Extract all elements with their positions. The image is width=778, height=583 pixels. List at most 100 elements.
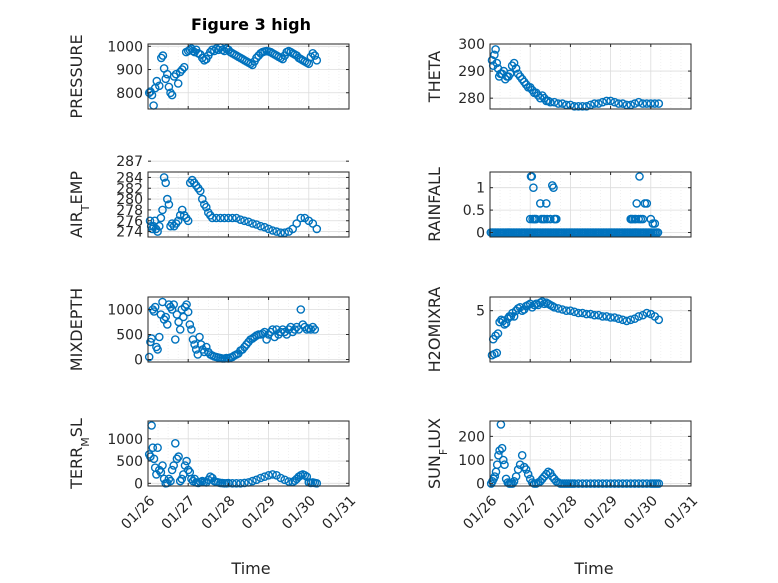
data-point bbox=[284, 477, 294, 486]
data-point bbox=[167, 465, 177, 475]
data-point bbox=[634, 312, 644, 321]
data-point bbox=[614, 314, 623, 324]
data-point bbox=[312, 224, 322, 234]
data-point bbox=[626, 479, 636, 488]
subplot-theta: 280 290 300 THETA bbox=[425, 37, 692, 111]
data-point bbox=[156, 53, 166, 63]
data-point bbox=[172, 454, 182, 464]
x-tick-label: 01/29 bbox=[239, 493, 279, 533]
data-point bbox=[175, 325, 185, 334]
y-tick-label: 300 bbox=[458, 37, 485, 53]
data-point bbox=[153, 443, 162, 453]
data-point bbox=[288, 224, 298, 234]
data-point bbox=[525, 214, 535, 224]
data-point bbox=[517, 450, 527, 460]
data-point bbox=[224, 213, 233, 223]
y-tick-label: 276 bbox=[116, 214, 143, 230]
y-tick-label: 284 bbox=[116, 170, 143, 186]
data-point bbox=[158, 461, 167, 470]
x-tick-label: 01/28 bbox=[199, 493, 239, 533]
data-point bbox=[164, 200, 174, 209]
data-point bbox=[173, 79, 183, 88]
y-axis-label: SUNFLUX bbox=[425, 418, 450, 489]
y-tick-label: 278 bbox=[116, 203, 143, 219]
data-point bbox=[630, 99, 640, 108]
data-point bbox=[177, 205, 187, 215]
x-tick-label: 01/31 bbox=[661, 493, 701, 533]
data-point bbox=[177, 474, 187, 484]
data-point bbox=[154, 81, 164, 91]
x-axis-label-right: Time bbox=[573, 559, 613, 578]
data-point bbox=[574, 479, 583, 488]
x-tick-label: 01/27 bbox=[501, 493, 541, 533]
data-point bbox=[296, 305, 306, 314]
data-point bbox=[302, 472, 312, 482]
y-tick-label: 1000 bbox=[107, 303, 143, 319]
data-point bbox=[491, 331, 500, 341]
data-point bbox=[268, 470, 277, 479]
data-point bbox=[622, 479, 632, 488]
data-point bbox=[529, 183, 538, 192]
y-tick-label: 282 bbox=[116, 181, 143, 197]
data-point bbox=[521, 465, 531, 474]
data-point bbox=[220, 213, 229, 223]
data-point bbox=[634, 479, 644, 488]
data-point bbox=[169, 461, 178, 470]
data-point bbox=[552, 214, 561, 224]
data-point bbox=[634, 97, 644, 107]
data-point bbox=[570, 307, 579, 317]
data-point bbox=[173, 216, 183, 226]
data-point bbox=[508, 479, 517, 488]
subplot-pressure: 800 900 1000 PRESSURE bbox=[67, 34, 350, 119]
data-point bbox=[306, 325, 316, 334]
data-point bbox=[264, 224, 273, 234]
data-point bbox=[549, 183, 558, 192]
data-point bbox=[175, 476, 185, 486]
data-point bbox=[232, 213, 241, 223]
data-point bbox=[638, 99, 648, 108]
data-point bbox=[594, 99, 603, 108]
data-point bbox=[171, 69, 181, 79]
axes-box bbox=[489, 420, 692, 487]
data-point bbox=[185, 320, 195, 329]
y-tick-label: 0 bbox=[476, 226, 485, 242]
y-tick-label: 280 bbox=[458, 91, 485, 107]
data-point bbox=[546, 97, 555, 107]
data-point bbox=[626, 315, 636, 325]
data-point bbox=[308, 219, 318, 228]
data-point bbox=[262, 335, 271, 344]
data-point bbox=[505, 69, 515, 79]
subplot-h2omixra: 5 H2OMIXRA bbox=[425, 287, 692, 373]
data-point bbox=[195, 186, 205, 196]
data-point bbox=[554, 304, 563, 313]
data-point bbox=[602, 96, 611, 106]
data-point bbox=[642, 99, 652, 108]
y-tick-label: 1000 bbox=[107, 432, 143, 448]
y-tick-label: 274 bbox=[116, 225, 143, 241]
data-point bbox=[558, 305, 567, 314]
data-point bbox=[618, 479, 628, 488]
x-tick-label: 01/27 bbox=[159, 493, 199, 533]
data-point bbox=[268, 325, 277, 334]
data-point bbox=[300, 470, 310, 480]
data-point bbox=[296, 213, 306, 223]
subplot-terr-msl: 0 500 1000 01/26 01/27 01/28 01/29 01/30 01/31 TE… bbox=[67, 418, 359, 533]
data-point bbox=[491, 45, 500, 54]
data-point bbox=[312, 478, 322, 488]
data-point bbox=[183, 465, 193, 475]
axes-box bbox=[147, 43, 350, 110]
y-axis-label: H2OMIXRA bbox=[425, 287, 444, 373]
data-point bbox=[594, 479, 603, 488]
axes-box bbox=[147, 171, 350, 238]
y-tick-label: 100 bbox=[458, 453, 485, 469]
y-axis-label: TERRMSL bbox=[67, 418, 92, 490]
data-point bbox=[256, 221, 265, 231]
data-point bbox=[162, 194, 172, 204]
data-point bbox=[167, 305, 177, 314]
y-tick-label: 900 bbox=[116, 63, 143, 79]
y-axis-label: MIXDEPTH bbox=[67, 288, 86, 371]
data-point bbox=[220, 46, 229, 56]
data-point bbox=[544, 96, 553, 106]
data-point bbox=[201, 342, 211, 352]
